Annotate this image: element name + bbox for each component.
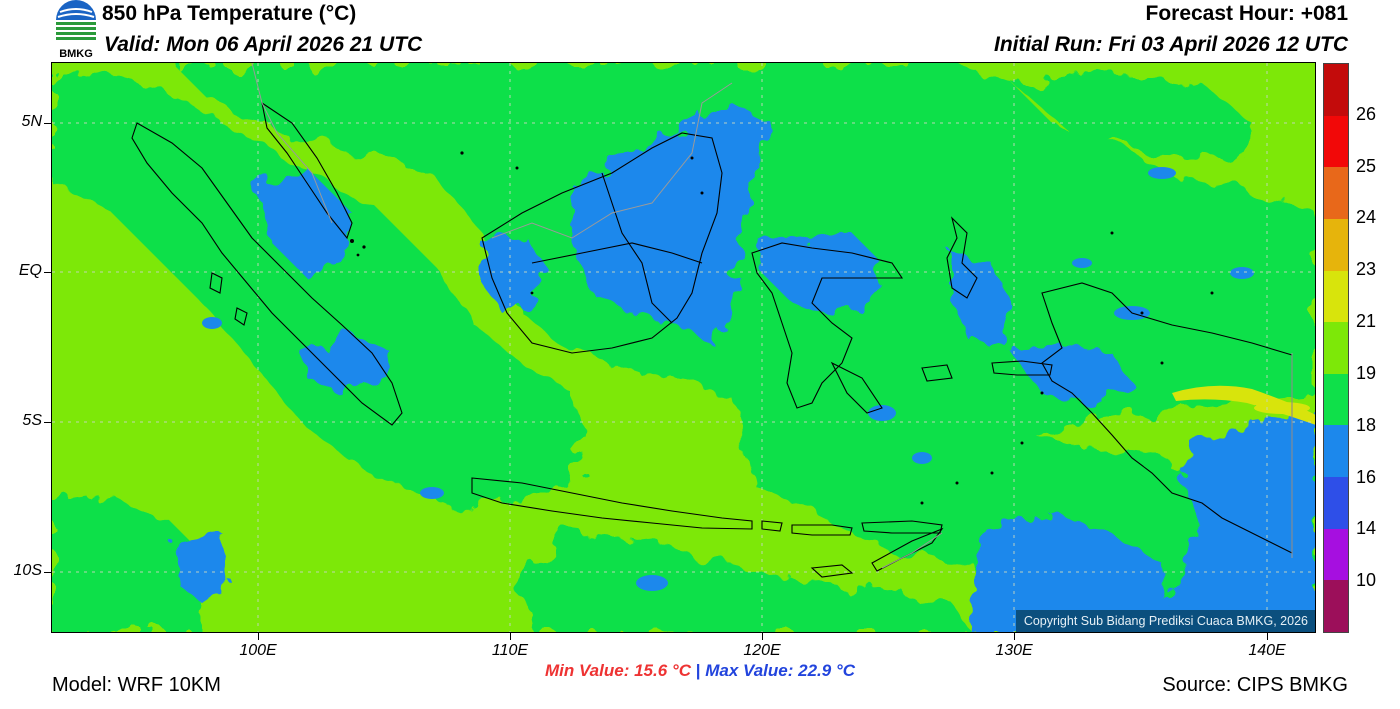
map-gridlines [52,63,1316,633]
max-value: Max Value: 22.9 °C [705,661,856,680]
colorbar-label: 18 [1356,414,1377,435]
lon-tick [1014,633,1015,640]
colorbar-label: 21 [1356,311,1377,332]
lat-tick [44,422,52,423]
colorbar-segment [1324,322,1348,374]
lon-label-130e: 130E [995,642,1033,659]
blue-regions [172,103,1316,633]
min-value: Min Value: 15.6 °C [544,661,691,680]
temperature-map: Copyright Sub Bidang Prediksi Cuaca BMKG… [52,63,1316,633]
lat-label-10s: 10S [13,562,42,579]
small-islands [350,151,1214,505]
lon-tick [258,633,259,640]
colorbar-label: 24 [1356,207,1377,228]
lon-tick [762,633,763,640]
coastlines [131,101,1293,578]
colorbar-segment [1324,477,1348,529]
colorbar-segment [1324,373,1348,426]
lat-tick [44,123,52,124]
lat-label-eq: EQ [18,262,42,279]
colorbar-label: 25 [1356,155,1377,176]
colorbar-segment [1324,580,1348,632]
yellow-streak [1172,385,1316,425]
colorbar-label: 19 [1356,362,1377,383]
lon-label-140e: 140E [1248,642,1286,659]
colorbar-segment [1324,115,1348,168]
colorbar-label: 10 [1356,570,1377,591]
map-canvas [52,63,1316,633]
colorbar-label: 14 [1356,518,1377,539]
lat-label-5n: 5N [21,113,42,130]
data-source: Source: CIPS BMKG [1162,674,1348,696]
colorbar-segment [1324,167,1348,219]
valid-time: Valid: Mon 06 April 2026 21 UTC [104,33,423,56]
colorbar-segment [1324,63,1348,116]
lat-tick [44,572,52,573]
colorbar-label: 23 [1356,259,1377,280]
colorbar-segment [1324,270,1348,323]
colorbar-label: 26 [1356,103,1377,124]
colorbar-segment [1324,425,1348,478]
colorbar-segment [1324,218,1348,271]
colorbar [1323,63,1349,633]
lon-label-120e: 120E [743,642,781,659]
lat-label-5s: 5S [22,412,42,429]
lon-label-110e: 110E [491,642,529,659]
forecast-hour: Forecast Hour: +081 [1145,2,1349,25]
initial-run: Initial Run: Fri 03 April 2026 12 UTC [994,33,1348,56]
model-name: Model: WRF 10KM [52,674,221,696]
copyright-notice: Copyright Sub Bidang Prediksi Cuaca BMKG… [1015,610,1316,633]
map-title: 850 hPa Temperature (°C) [102,2,357,25]
stats-separator: | [695,661,701,680]
lon-tick [1267,633,1268,640]
logo-text: BMKG [59,48,93,60]
colorbar-segment [1324,528,1348,581]
lon-label-100e: 100E [239,642,277,659]
bmkg-logo: BMKG [52,0,100,62]
lat-tick [44,272,52,273]
lon-tick [510,633,511,640]
country-borders [251,63,1293,569]
colorbar-label: 16 [1356,466,1377,487]
min-max-stats: Min Value: 15.6 °C | Max Value: 22.9 °C [0,661,1400,681]
